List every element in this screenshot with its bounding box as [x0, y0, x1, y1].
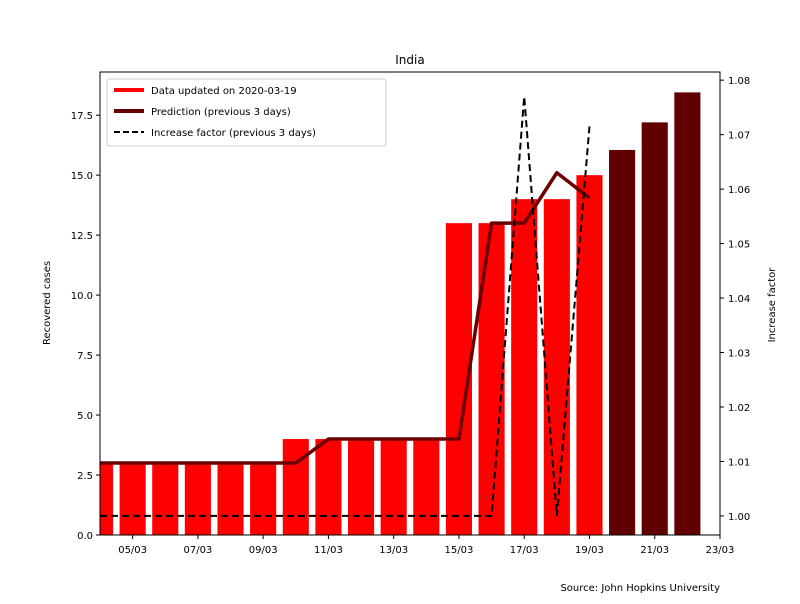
- data-bar: [576, 175, 603, 535]
- data-bar: [380, 439, 407, 535]
- y2-axis-title: Increase factor: [767, 267, 778, 343]
- prediction-bar: [641, 122, 668, 535]
- legend-label-factor: Increase factor (previous 3 days): [151, 128, 316, 139]
- data-bar: [348, 439, 375, 535]
- y-tick-label: 10.0: [71, 291, 93, 302]
- prediction-bar: [609, 149, 636, 536]
- y-axis-title: Recovered cases: [42, 261, 53, 345]
- y-tick-label: 7.5: [77, 351, 93, 362]
- y2-tick-label: 1.08: [728, 76, 750, 87]
- prediction-line: [100, 171, 591, 465]
- x-tick-label: 15/03: [445, 545, 474, 556]
- y-tick-label: 0.0: [77, 531, 93, 542]
- prediction-bar: [674, 92, 701, 536]
- data-bar: [315, 439, 342, 535]
- x-tick-label: 11/03: [314, 545, 343, 556]
- y-tick-label: 12.5: [71, 231, 93, 242]
- data-bar: [119, 463, 146, 535]
- data-bar: [413, 439, 440, 535]
- legend-label-prediction: Prediction (previous 3 days): [151, 107, 291, 118]
- legend-frame: [106, 78, 387, 147]
- bars-layer: [100, 92, 701, 536]
- data-bar: [478, 223, 505, 536]
- data-bar: [100, 463, 114, 535]
- x-tick-label: 23/03: [706, 545, 735, 556]
- source-note: Source: John Hopkins University: [560, 583, 720, 594]
- lines-layer: [100, 96, 591, 517]
- x-tick-label: 05/03: [118, 545, 147, 556]
- x-tick-label: 19/03: [575, 545, 604, 556]
- y2-tick-label: 1.05: [728, 240, 750, 251]
- y-tick-label: 15.0: [71, 171, 93, 182]
- data-bar: [543, 199, 570, 535]
- x-tick-label: 07/03: [183, 545, 212, 556]
- y-tick-label: 2.5: [77, 471, 93, 482]
- y2-tick-label: 1.07: [728, 131, 750, 142]
- y-tick-label: 17.5: [71, 111, 93, 122]
- y2-tick-label: 1.00: [728, 512, 750, 523]
- data-bar: [152, 463, 179, 535]
- y2-tick-label: 1.03: [728, 349, 750, 360]
- y2-tick-label: 1.06: [728, 185, 750, 196]
- data-bar: [282, 439, 309, 535]
- data-bar: [184, 463, 211, 535]
- x-tick-label: 09/03: [249, 545, 278, 556]
- y-tick-label: 5.0: [77, 411, 93, 422]
- x-tick-label: 21/03: [640, 545, 669, 556]
- y2-tick-label: 1.02: [728, 403, 750, 414]
- x-tick-label: 17/03: [510, 545, 539, 556]
- chart-title: India: [395, 53, 424, 67]
- legend: Data updated on 2020-03-19 Prediction (p…: [106, 78, 387, 147]
- y-axis-ticks: 0.0 2.5 5.0 7.5 10.0 12.5 15.0 17.5: [71, 111, 100, 542]
- x-axis-ticks: 05/03 07/03 09/03 11/03 13/03 15/03 17/03 19/03…: [118, 535, 734, 556]
- data-bar: [217, 463, 244, 535]
- x-tick-label: 13/03: [379, 545, 408, 556]
- data-bar: [511, 199, 538, 535]
- y2-axis-ticks: 1.00 1.01 1.02 1.03 1.04 1.05 1.06 1.07 1.08: [720, 76, 750, 523]
- y2-tick-label: 1.01: [728, 457, 750, 468]
- plot-frame: [99, 71, 721, 536]
- legend-label-data: Data updated on 2020-03-19: [151, 86, 297, 97]
- data-bar: [250, 463, 277, 535]
- y2-tick-label: 1.04: [728, 294, 750, 305]
